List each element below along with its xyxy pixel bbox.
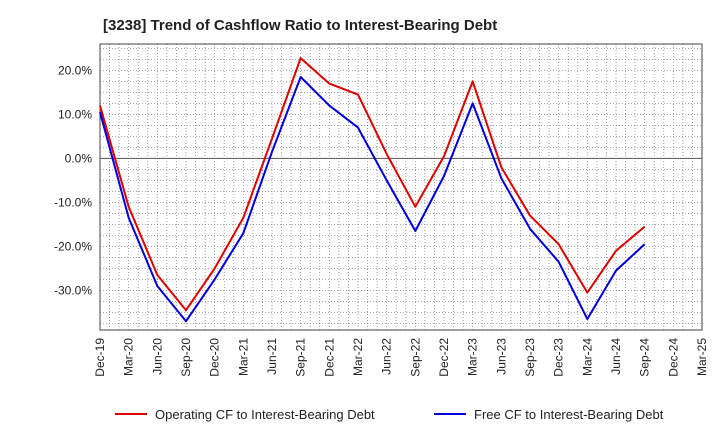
x-tick-label: Mar-25 [695,338,709,376]
y-tick-label: -20.0% [54,239,92,253]
x-tick-label: Dec-21 [322,338,336,377]
y-tick-label: -10.0% [54,195,92,209]
y-tick-label: 10.0% [58,107,92,121]
x-tick-label: Jun-23 [494,338,508,375]
x-tick-label: Mar-24 [580,338,594,376]
x-tick-label: Dec-20 [208,338,222,377]
x-tick-label: Sep-23 [523,338,537,377]
legend-label: Free CF to Interest-Bearing Debt [474,407,664,422]
legend: Operating CF to Interest-Bearing Debt Fre… [115,407,664,422]
x-tick-label: Dec-23 [552,338,566,377]
x-tick-label: Jun-24 [609,338,623,375]
series-line-operating-cf [99,57,646,312]
x-tick-label: Mar-21 [236,338,250,376]
x-tick-label: Dec-19 [93,338,107,377]
legend-label: Operating CF to Interest-Bearing Debt [155,407,375,422]
x-tick-label: Jun-22 [380,338,394,375]
y-tick-label: 0.0% [65,151,93,165]
x-tick-label: Sep-22 [408,338,422,377]
x-tick-label: Jun-21 [265,338,279,375]
x-tick-label: Sep-21 [294,338,308,377]
x-tick-label: Dec-24 [666,338,680,377]
y-tick-label: 20.0% [58,63,92,77]
y-tick-label: -30.0% [54,283,92,297]
plot-area: 20.0% 10.0% 0.0% -10.0% -20.0% -30.0% Dec-19 Ma… [54,43,709,377]
x-tick-label: Mar-20 [122,338,136,376]
x-tick-label: Jun-20 [150,338,164,375]
x-tick-label: Sep-20 [179,338,193,377]
x-tick-label: Mar-22 [351,338,365,376]
series-line-free-cf [99,76,646,323]
plot-frame [99,43,703,331]
x-tick-label: Mar-23 [466,338,480,376]
chart-title: [3238] Trend of Cashflow Ratio to Intere… [103,17,497,34]
x-tick-label: Dec-22 [437,338,451,377]
x-tick-label: Sep-24 [638,338,652,377]
